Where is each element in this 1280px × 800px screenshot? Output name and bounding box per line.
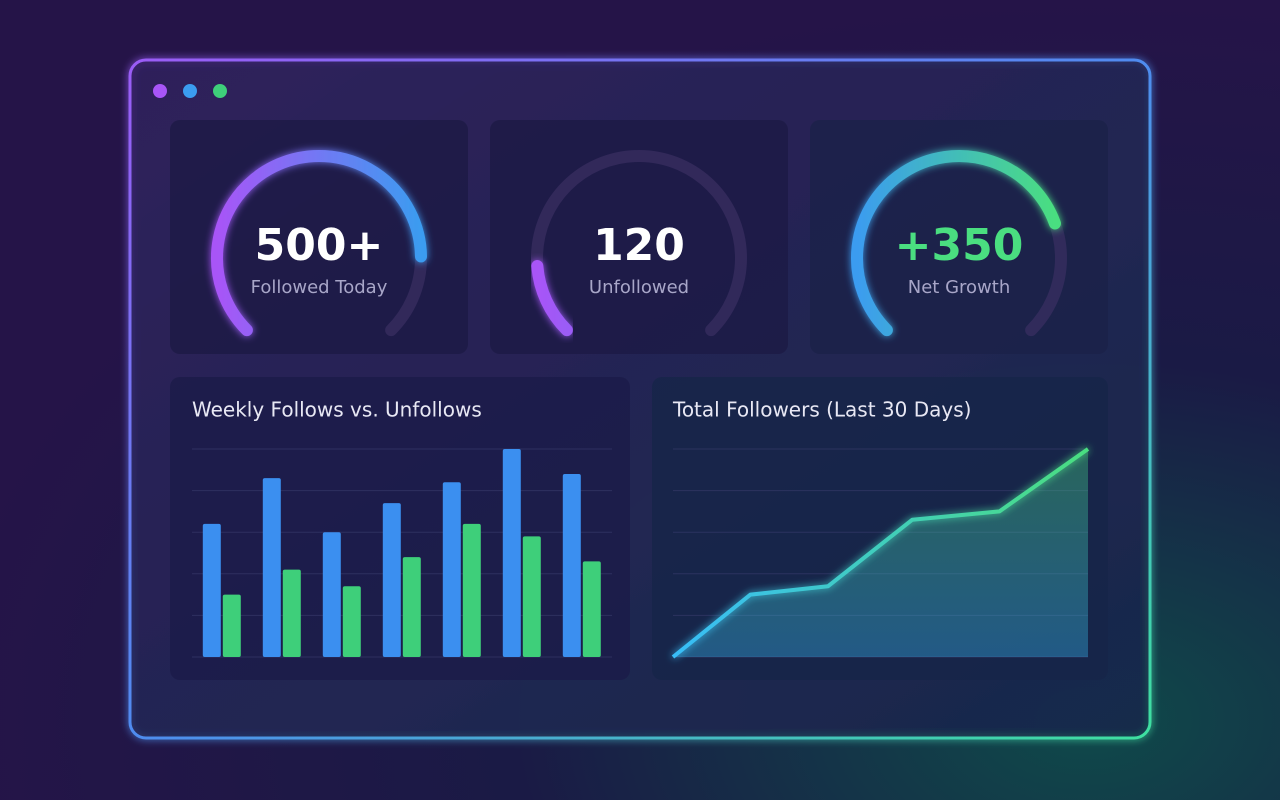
gauge-label: Net Growth [908,277,1010,298]
gauge-value: 120 [593,220,685,271]
bar [562,473,581,657]
bar [442,482,461,657]
area-fill [673,449,1088,657]
gauge-arc [211,150,427,337]
bar [502,449,521,657]
gauge-label: Followed Today [251,277,388,298]
bar [322,532,341,657]
bar [582,561,601,657]
window-dot[interactable] [213,84,227,98]
bar [402,557,421,657]
bar [382,503,401,657]
gauge-label: Unfollowed [589,277,689,298]
gauge-card [170,120,468,354]
window-dot[interactable] [183,84,197,98]
chart-title: Weekly Follows vs. Unfollows [192,398,482,422]
gauge-arc [531,260,573,337]
bar [282,569,301,657]
bar [342,586,361,657]
bar [262,478,281,657]
gauge-card [490,120,788,354]
window-dot[interactable] [153,84,167,98]
chart-title: Total Followers (Last 30 Days) [672,398,971,422]
bar [462,523,481,657]
gauge-card [810,120,1108,354]
bar [202,523,221,657]
gauge-value: +350 [895,220,1024,271]
bar [522,536,541,657]
bar [222,594,241,657]
gauge-arc [851,150,1061,337]
line [671,447,1090,659]
gauge-value: 500+ [255,220,384,271]
